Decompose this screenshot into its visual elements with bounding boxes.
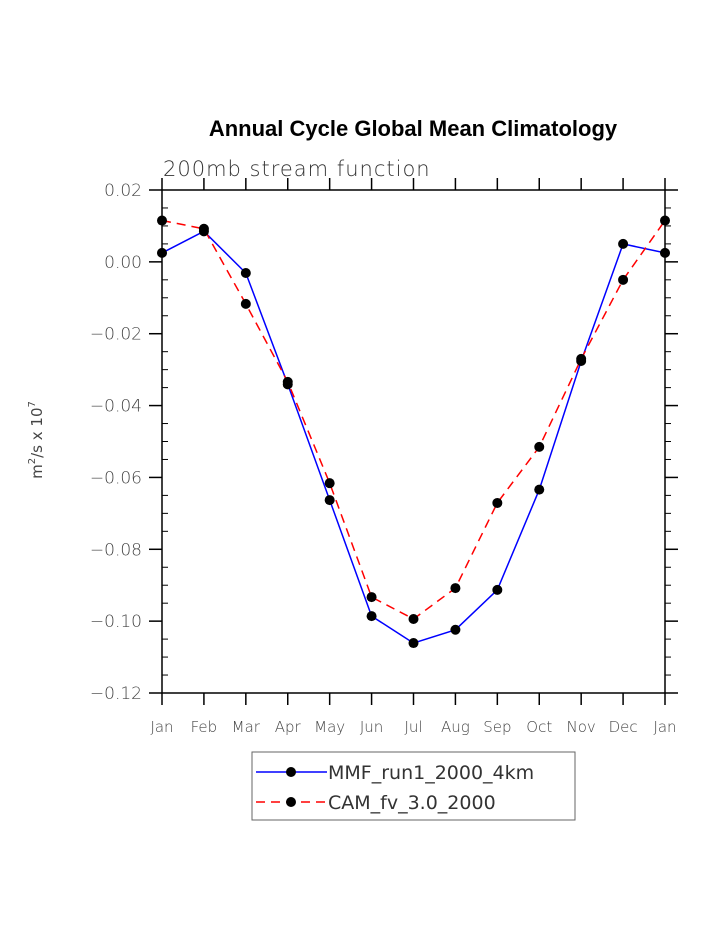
y-label-sup1: 2 bbox=[27, 458, 38, 464]
x-tick-label: Oct bbox=[526, 718, 552, 736]
y-tick-label: −0.10 bbox=[90, 612, 142, 632]
data-point bbox=[660, 215, 670, 226]
plot-frame bbox=[161, 189, 666, 694]
data-point bbox=[157, 215, 167, 226]
y-tick-label: 0.00 bbox=[104, 253, 142, 273]
data-point bbox=[492, 497, 503, 508]
x-tick-label: Nov bbox=[567, 718, 596, 736]
data-point bbox=[240, 267, 251, 278]
x-tick-labels: Jan Feb Mar Apr May Jun Jul Aug Sep Oct Nov Dec Jan bbox=[150, 718, 676, 736]
data-point bbox=[408, 613, 419, 624]
data-point bbox=[324, 495, 335, 506]
data-point bbox=[534, 484, 545, 495]
x-tick-label: Jun bbox=[360, 718, 383, 736]
legend-marker bbox=[286, 767, 296, 777]
y-label-sup2: 7 bbox=[27, 401, 38, 407]
data-point bbox=[660, 247, 670, 258]
data-point bbox=[450, 624, 461, 635]
x-tick-label: Jan bbox=[653, 718, 676, 736]
y-tick-label: −0.04 bbox=[90, 397, 142, 417]
legend-label: MMF_run1_2000_4km bbox=[328, 762, 534, 784]
y-label-mid: /s x 10 bbox=[28, 408, 46, 458]
data-point bbox=[534, 441, 545, 452]
y-tick-label: −0.06 bbox=[90, 468, 142, 488]
series-lines bbox=[161, 219, 666, 644]
legend: MMF_run1_2000_4km CAM_fv_3.0_2000 bbox=[251, 751, 576, 821]
data-point bbox=[324, 478, 335, 489]
y-tick-label: 0.02 bbox=[104, 181, 142, 201]
y-tick-label: −0.08 bbox=[90, 540, 142, 560]
x-tick-label: Dec bbox=[609, 718, 638, 736]
legend-marker bbox=[286, 797, 296, 807]
y-tick-labels: 0.02 0.00 −0.02 −0.04 −0.06 −0.08 −0.10 −0.12 bbox=[90, 181, 142, 704]
y-label-base: m bbox=[28, 464, 46, 479]
x-tick-label: Apr bbox=[275, 718, 302, 736]
chart-subtitle: 200mb stream function bbox=[163, 157, 431, 181]
legend-label: CAM_fv_3.0_2000 bbox=[328, 792, 496, 814]
series-line-CAM_fv_3.0_2000 bbox=[161, 219, 666, 620]
data-point bbox=[618, 274, 629, 285]
axis-ticks bbox=[149, 178, 678, 705]
y-tick-label: −0.02 bbox=[90, 325, 142, 345]
series-line-MMF_run1_2000_4km bbox=[161, 230, 666, 644]
data-point bbox=[366, 611, 377, 622]
svg-text:m2/s x 107: m2/s x 107 bbox=[27, 401, 46, 479]
data-point bbox=[282, 376, 293, 387]
y-axis-label: m2/s x 107 bbox=[27, 401, 46, 479]
series-markers bbox=[157, 215, 670, 649]
data-point bbox=[618, 238, 629, 249]
data-point bbox=[198, 223, 209, 234]
x-tick-label: May bbox=[314, 718, 345, 736]
x-tick-label: Jan bbox=[150, 718, 173, 736]
y-tick-label: −0.12 bbox=[90, 684, 142, 704]
data-point bbox=[576, 353, 587, 364]
x-tick-label: Jul bbox=[404, 718, 422, 736]
data-point bbox=[157, 247, 167, 258]
chart-title: Annual Cycle Global Mean Climatology bbox=[209, 116, 618, 141]
x-tick-label: Mar bbox=[232, 718, 261, 736]
data-point bbox=[240, 298, 251, 309]
data-point bbox=[492, 584, 503, 595]
data-point bbox=[408, 638, 419, 649]
x-tick-label: Aug bbox=[441, 718, 470, 736]
legend-box bbox=[251, 751, 576, 821]
x-tick-label: Sep bbox=[483, 718, 511, 736]
data-point bbox=[450, 583, 461, 594]
data-point bbox=[366, 592, 377, 603]
x-tick-label: Feb bbox=[191, 718, 218, 736]
